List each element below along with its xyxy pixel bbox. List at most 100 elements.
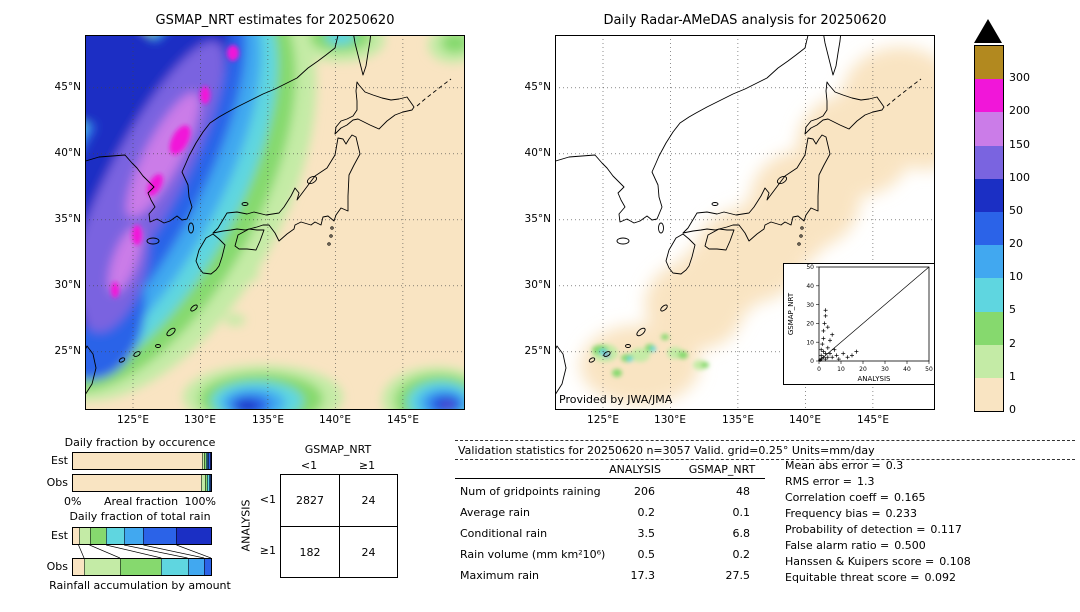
contingency-row-title: ANALYSIS [239, 499, 253, 552]
contingency-row-label: <1 [259, 493, 276, 506]
gsmap-map-canvas [85, 35, 465, 410]
score-line: Frequency bias = 0.233 [785, 507, 917, 520]
colorbar-tick-label: 150 [1009, 137, 1030, 151]
score-line: False alarm ratio = 0.500 [785, 539, 926, 552]
colorbar-cell [975, 112, 1003, 146]
col-header-analysis: ANALYSIS [609, 463, 661, 476]
stat-row-analysis: 206 [634, 485, 655, 498]
colorbar-tick-label: 300 [1009, 71, 1030, 85]
bar-segment [73, 528, 79, 544]
svg-text:10: 10 [837, 366, 845, 373]
bar-segment [207, 453, 209, 469]
score-line: Correlation coeff = 0.165 [785, 491, 926, 504]
totalrain-caption: Rainfall accumulation by amount [49, 579, 231, 592]
lat-tick: 30°N [524, 279, 551, 291]
colorbar-overflow-triangle-icon [974, 19, 1002, 43]
bar-segment [106, 528, 125, 544]
stat-row-analysis: 17.3 [630, 569, 656, 582]
totalrain-est-bar [72, 527, 212, 545]
map-frame [85, 35, 465, 410]
colorbar-tick-label: 100 [1009, 170, 1030, 184]
contingency-col-label: <1 [300, 459, 318, 472]
stat-row-label: Num of gridpoints raining [460, 485, 601, 498]
totalrain-obs-bar [72, 558, 212, 576]
contingency-cell: 24 [339, 526, 397, 577]
bar-segment [161, 559, 188, 575]
lon-tick: 135°E [722, 414, 754, 426]
stat-row-gsmap: 48 [736, 485, 750, 498]
svg-text:30: 30 [806, 302, 814, 309]
score-line: Equitable threat score = 0.092 [785, 571, 956, 584]
lon-tick: 145°E [857, 414, 889, 426]
svg-text:0: 0 [817, 366, 821, 373]
row-label-obs: Obs [46, 476, 68, 489]
score-value: 0.500 [894, 539, 926, 552]
contingency-table: 2827 24 182 24 [280, 474, 398, 578]
score-label: Correlation coeff = [785, 491, 889, 504]
stat-row-analysis: 3.5 [637, 527, 656, 540]
lat-tick: 35°N [524, 213, 551, 225]
score-label: Hanssen & Kuipers score = [785, 555, 935, 568]
lon-tick: 145°E [387, 414, 419, 426]
inset-ylabel: GSMAP_NRT [787, 292, 795, 335]
score-value: 0.108 [939, 555, 971, 568]
bar-segment [187, 559, 205, 575]
lon-tick: 135°E [252, 414, 284, 426]
stat-row-gsmap: 0.1 [732, 506, 751, 519]
colorbar-cell [975, 211, 1003, 246]
colorbar-cells [974, 45, 1004, 412]
bar-segment [202, 453, 205, 469]
dashed-rule-bottom [455, 459, 1075, 460]
contingency-cell: 182 [281, 526, 339, 577]
bar-segment [73, 559, 85, 575]
left-map-title: GSMAP_NRT estimates for 20250620 [155, 13, 395, 28]
score-label: False alarm ratio = [785, 539, 890, 552]
colorbar-tick-label: 50 [1009, 203, 1023, 217]
inset-xlabel: ANALYSIS [857, 375, 891, 383]
bar-segment [207, 475, 210, 491]
bar-segment [176, 528, 211, 544]
colorbar-tick-label: 10 [1009, 270, 1023, 284]
score-line: Probability of detection = 0.117 [785, 523, 962, 536]
lat-tick: 40°N [524, 147, 551, 159]
axis-max-label: 100% [184, 495, 216, 508]
colorbar-cell [975, 245, 1003, 279]
stat-row-label: Average rain [460, 506, 530, 519]
colorbar-tick-label: 20 [1009, 237, 1023, 251]
contingency-col-title: GSMAP_NRT [304, 443, 372, 456]
right-map-title: Daily Radar-AMeDAS analysis for 20250620 [603, 13, 887, 28]
radar-map: 0 0 10 10 20 20 30 30 40 40 50 50 ANALYSIS GSMAP_NR… [525, 35, 935, 426]
colorbar-cell [975, 344, 1003, 378]
bar-segment [73, 475, 202, 491]
bar-segment [210, 475, 212, 491]
contingency-cell: 24 [339, 475, 397, 526]
bar-segment [208, 453, 210, 469]
score-value: 0.092 [924, 571, 956, 584]
bar-segment [204, 559, 211, 575]
score-line: Hanssen & Kuipers score = 0.108 [785, 555, 971, 568]
stat-row-gsmap: 6.8 [732, 527, 751, 540]
inset-scatter: 00 10 10 20 20 30 30 40 40 50 50 ANALYSIS GSMAP_NR… [783, 263, 935, 385]
lon-tick: 130°E [184, 414, 216, 426]
stat-row-label: Maximum rain [460, 569, 539, 582]
occurrence-title: Daily fraction by occurence [64, 436, 216, 449]
bar-segment [209, 475, 211, 491]
row-label-est: Est [51, 529, 68, 542]
lat-tick: 25°N [524, 345, 551, 357]
score-value: 0.3 [885, 459, 904, 472]
row-label-est: Est [51, 454, 68, 467]
bar-segment [73, 453, 203, 469]
svg-text:20: 20 [859, 366, 867, 373]
lon-tick: 125°E [117, 414, 149, 426]
occurrence-obs-bar [72, 474, 212, 492]
contingency-row-label: ≥1 [259, 544, 276, 557]
lat-tick: 35°N [54, 213, 81, 225]
svg-text:50: 50 [925, 366, 933, 373]
header-underline [455, 478, 765, 479]
stat-row-gsmap: 27.5 [725, 569, 751, 582]
bar-segment [89, 528, 107, 544]
occurrence-est-bar [72, 452, 212, 470]
lon-tick: 125°E [587, 414, 619, 426]
inset-ticks: 00 10 10 20 20 30 30 40 40 50 50 [806, 264, 933, 373]
